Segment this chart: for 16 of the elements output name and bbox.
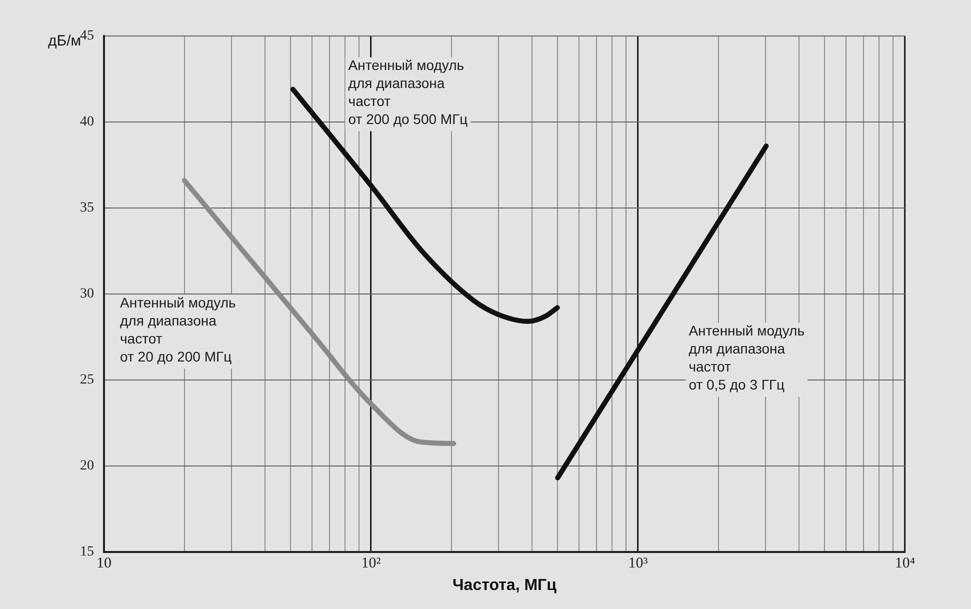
y-tick-label: 25: [80, 372, 94, 388]
x-tick-label: 10: [96, 556, 112, 572]
text: Антенный модуль для диапазона частот от 20 до 200 МГц: [120, 294, 236, 364]
y-tick-label: 35: [80, 200, 94, 216]
y-tick-label: 20: [80, 458, 94, 474]
text: Антенный модуль для диапазона частот от 0,5 до 3 ГГц: [688, 322, 804, 393]
x-tick-label: 10⁴: [894, 556, 916, 572]
y-tick-label: 40: [80, 114, 94, 130]
y-axis-title: дБ/м: [48, 32, 82, 50]
series-label: Антенный модуль для диапазона частот от 200 до 500 МГц: [348, 57, 468, 128]
y-tick-label: 45: [80, 28, 94, 44]
y-tick-label: 15: [80, 544, 94, 560]
y-tick-label: 30: [80, 286, 94, 302]
x-tick-label: 10³: [628, 556, 648, 572]
x-tick-label: 10²: [361, 556, 382, 572]
x-axis-title: Частота, МГц: [452, 576, 557, 594]
